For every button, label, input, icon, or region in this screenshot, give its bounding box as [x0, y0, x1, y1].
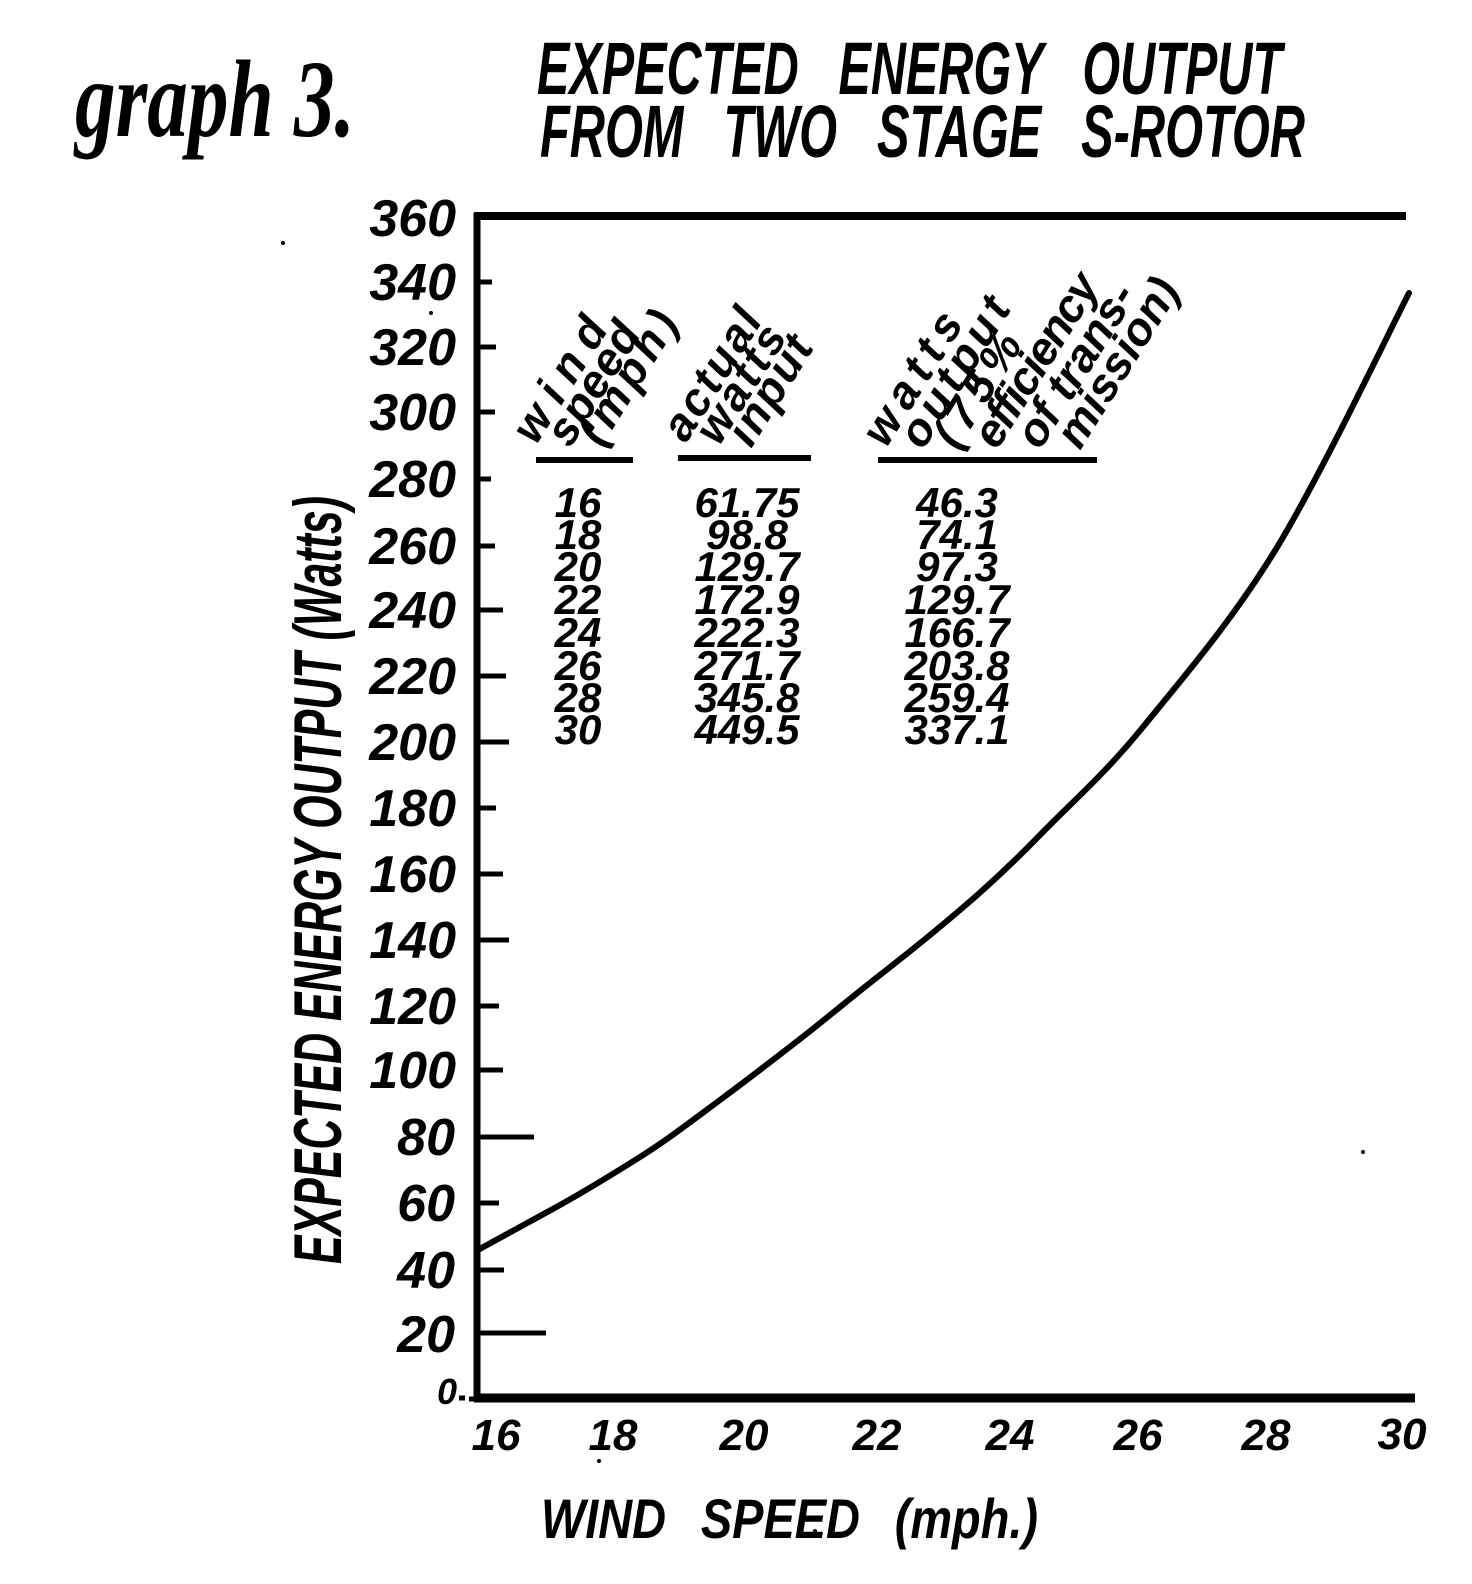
svg-text:337.1: 337.1 — [904, 706, 1009, 753]
svg-text:28: 28 — [554, 674, 602, 721]
svg-text:16: 16 — [555, 479, 602, 526]
svg-text:320: 320 — [369, 319, 456, 377]
svg-text:60: 60 — [397, 1175, 455, 1233]
svg-text:97.3: 97.3 — [916, 543, 998, 590]
svg-text:22: 22 — [852, 1411, 902, 1460]
svg-text:345.8: 345.8 — [694, 674, 800, 721]
svg-text:259.4: 259.4 — [903, 674, 1009, 721]
svg-text:220: 220 — [368, 648, 456, 706]
svg-text:203.8: 203.8 — [903, 642, 1010, 689]
svg-text:24: 24 — [554, 609, 602, 656]
svg-text:16: 16 — [472, 1411, 521, 1460]
svg-text:30: 30 — [1378, 1410, 1427, 1459]
svg-text:129.7: 129.7 — [694, 543, 801, 590]
svg-text:340: 340 — [369, 254, 456, 312]
svg-text:20: 20 — [554, 543, 602, 590]
svg-text:46.3: 46.3 — [915, 479, 998, 526]
svg-text:80: 80 — [397, 1109, 455, 1167]
svg-text:61.75: 61.75 — [694, 479, 800, 526]
svg-text:20: 20 — [719, 1411, 769, 1460]
svg-text:0: 0 — [437, 1371, 457, 1412]
svg-text:129.7: 129.7 — [904, 576, 1011, 623]
svg-text:271.7: 271.7 — [693, 642, 801, 689]
svg-text:30: 30 — [555, 706, 602, 753]
svg-text:240: 240 — [368, 582, 456, 640]
svg-text:FROM TWO STAGE S-ROTOR: FROM TWO STAGE S-ROTOR — [540, 90, 1305, 173]
svg-text:EXPECTED ENERGY OUTPUT (Watts): EXPECTED ENERGY OUTPUT (Watts) — [280, 496, 356, 1264]
svg-text:26: 26 — [554, 642, 602, 689]
svg-text:WIND SPEED (mph.): WIND SPEED (mph.) — [541, 1487, 1038, 1550]
svg-text:graph 3.: graph 3. — [73, 38, 355, 160]
svg-text:74.1: 74.1 — [916, 511, 998, 558]
svg-text:280: 280 — [368, 451, 456, 509]
svg-text:300: 300 — [369, 384, 456, 442]
svg-text:222.3: 222.3 — [693, 609, 799, 656]
svg-text:98.8: 98.8 — [706, 511, 788, 558]
svg-text:28: 28 — [1241, 1411, 1291, 1460]
svg-text:360: 360 — [369, 190, 456, 248]
svg-text:449.5: 449.5 — [693, 706, 800, 753]
svg-text:260: 260 — [368, 518, 456, 576]
svg-text:20: 20 — [396, 1306, 455, 1364]
svg-text:26: 26 — [1113, 1411, 1163, 1460]
svg-text:120: 120 — [369, 978, 456, 1036]
svg-text:40: 40 — [396, 1242, 455, 1300]
svg-text:200: 200 — [368, 714, 456, 772]
svg-text:22: 22 — [554, 576, 602, 623]
svg-text:100: 100 — [369, 1042, 456, 1100]
svg-text:18: 18 — [555, 511, 602, 558]
svg-text:140: 140 — [369, 912, 456, 970]
svg-text:EXPECTED ENERGY OUTPUT: EXPECTED ENERGY OUTPUT — [537, 27, 1286, 110]
svg-text:18: 18 — [589, 1411, 638, 1460]
svg-text:180: 180 — [369, 780, 456, 838]
svg-text:24: 24 — [985, 1411, 1035, 1460]
svg-text:160: 160 — [369, 846, 456, 904]
svg-text:166.7: 166.7 — [904, 609, 1011, 656]
svg-text:172.9: 172.9 — [694, 576, 800, 623]
